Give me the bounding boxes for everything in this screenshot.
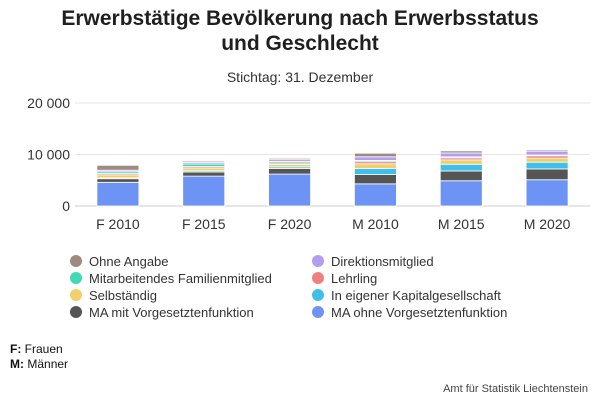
- y-tick-label: 10 000: [27, 147, 70, 163]
- legend-marker: [70, 272, 82, 284]
- legend-marker: [312, 306, 324, 318]
- bar-segment: [182, 175, 226, 207]
- bar-segment: [268, 173, 311, 207]
- bar-segment: [439, 152, 483, 158]
- bar-segment: [525, 179, 569, 207]
- bar-segment: [354, 156, 397, 161]
- x-tick-label: M 2010: [352, 216, 399, 232]
- bar-segment: [525, 157, 569, 163]
- x-tick-label: F 2015: [182, 216, 226, 232]
- chart-title-line-1: Erwerbstätige Bevölkerung nach Erwerbsst…: [61, 7, 539, 30]
- bar-segment: [96, 178, 140, 183]
- bar-segment: [439, 180, 483, 207]
- legend-label: In eigener Kapitalgesellschaft: [331, 288, 501, 303]
- footnote-maenner: M: Männer: [10, 357, 68, 371]
- legend-marker: [70, 289, 82, 301]
- bar-segment: [439, 163, 483, 172]
- x-tick-label: F 2010: [96, 216, 140, 232]
- bar-segment: [525, 161, 569, 170]
- footnote-frauen: F: Frauen: [10, 342, 63, 356]
- legend-label: Mitarbeitendes Familienmitglied: [89, 271, 272, 286]
- legend-label: MA ohne Vorgesetztenfunktion: [331, 305, 507, 320]
- bar-segment: [525, 168, 569, 181]
- chart-subtitle: Stichtag: 31. Dezember: [226, 69, 374, 85]
- bar-segment: [354, 163, 397, 169]
- bar-segment: [525, 150, 569, 156]
- bar-segment: [96, 164, 140, 171]
- bar-segment: [182, 167, 226, 172]
- legend-label: Direktionsmitglied: [331, 254, 434, 269]
- bar-segment: [182, 160, 226, 163]
- x-tick-label: F 2020: [268, 216, 312, 232]
- chart-svg: 0 10 000 20 000 F 2010 F 2015 F 2020 M 2010 M 2…: [27, 95, 590, 320]
- footnote-text: Männer: [27, 357, 69, 371]
- legend-label: Ohne Angabe: [89, 254, 169, 269]
- bar-segment: [182, 171, 226, 177]
- legend-label: Selbständig: [89, 288, 157, 303]
- chart-title-line-2: und Geschlecht: [221, 32, 379, 55]
- bar-segment: [96, 174, 140, 179]
- legend-marker: [312, 272, 324, 284]
- y-tick-label: 20 000: [27, 95, 70, 111]
- bar-segment: [354, 174, 397, 185]
- bar-segment: [354, 183, 397, 207]
- legend-marker: [70, 306, 82, 318]
- legend-label: Lehrling: [331, 271, 377, 286]
- legend-marker: [70, 255, 82, 267]
- source-credit: Amt für Statistik Liechtenstein: [443, 383, 588, 395]
- bar-segment: [439, 170, 483, 182]
- bar-segment: [268, 157, 311, 161]
- bar-segment: [354, 168, 397, 175]
- bar-segment: [268, 168, 311, 175]
- bar-segment: [439, 159, 483, 165]
- x-tick-label: M 2015: [438, 216, 485, 232]
- bar-segment: [354, 152, 397, 158]
- y-tick-label: 0: [62, 198, 70, 214]
- legend-marker: [312, 255, 324, 267]
- legend-label: MA mit Vorgesetztenfunktion: [89, 305, 254, 320]
- bar-segment: [525, 149, 569, 152]
- chart-title: Erwerbstätige Bevölkerung nach Erwerbsst…: [0, 6, 600, 56]
- bar-segment: [439, 150, 483, 154]
- footnote-key: M:: [10, 357, 24, 371]
- legend-marker: [312, 289, 324, 301]
- bar-segment: [96, 181, 140, 207]
- footnote-key: F:: [10, 342, 22, 356]
- footnote-text: Frauen: [24, 342, 63, 356]
- x-tick-label: M 2020: [524, 216, 571, 232]
